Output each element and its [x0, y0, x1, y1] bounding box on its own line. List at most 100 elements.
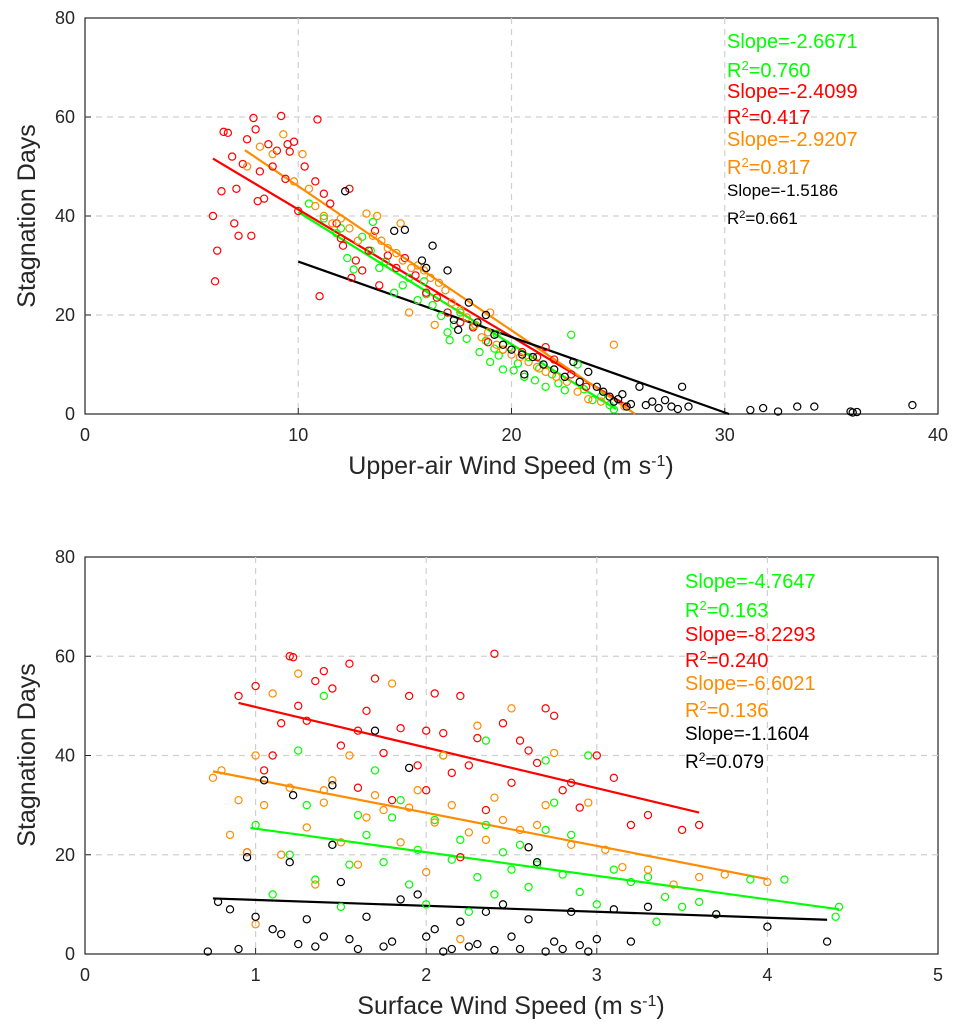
- data-point: [558, 944, 567, 954]
- data-point: [276, 111, 286, 121]
- data-point: [396, 838, 405, 847]
- data-point: [396, 895, 405, 904]
- data-point: [609, 340, 619, 349]
- data-point: [225, 830, 235, 840]
- data-point: [584, 751, 593, 760]
- annotation-r2-black: R2=0.661: [727, 209, 798, 228]
- data-point: [336, 902, 346, 912]
- data-point: [567, 840, 576, 850]
- data-point: [573, 360, 582, 369]
- annotation-r2-orange: R2=0.136: [685, 698, 768, 723]
- data-point: [439, 751, 448, 760]
- data-point: [592, 751, 602, 760]
- data-point: [652, 917, 661, 926]
- data-point: [430, 320, 439, 330]
- data-point: [541, 367, 550, 377]
- fit-line: [250, 826, 840, 911]
- data-point: [456, 835, 465, 845]
- annotation-slope-red: Slope=-2.4099: [727, 81, 858, 103]
- data-point: [428, 300, 437, 310]
- data-point: [473, 939, 482, 949]
- data-point: [490, 793, 499, 802]
- data-point: [473, 733, 482, 743]
- data-point: [447, 800, 456, 810]
- data-point: [468, 323, 478, 332]
- data-point: [462, 334, 471, 343]
- data-point: [481, 310, 491, 320]
- data-point: [549, 937, 559, 946]
- fit-line: [297, 260, 730, 416]
- data-point: [567, 330, 576, 339]
- data-point: [575, 887, 584, 897]
- data-point: [362, 830, 371, 840]
- annotation-r2-green: R2=0.163: [685, 598, 768, 623]
- data-point: [643, 865, 653, 874]
- data-point: [411, 271, 420, 280]
- data-point: [311, 201, 320, 211]
- data-point: [592, 934, 602, 944]
- data-point: [347, 273, 356, 283]
- data-point: [575, 803, 584, 812]
- data-point: [643, 902, 653, 912]
- data-point: [223, 128, 233, 138]
- data-point: [319, 189, 329, 198]
- data-point: [456, 853, 465, 862]
- scatter-points: [208, 111, 917, 417]
- data-point: [677, 382, 687, 391]
- x-tick-label: 20: [501, 425, 521, 445]
- data-point: [763, 877, 772, 887]
- data-point: [430, 924, 439, 934]
- data-point: [358, 266, 367, 275]
- data-point: [268, 751, 277, 760]
- data-point: [483, 338, 493, 347]
- data-point: [810, 402, 819, 411]
- data-point: [419, 277, 429, 286]
- data-point: [234, 944, 243, 954]
- data-point: [447, 855, 456, 864]
- data-point: [541, 756, 550, 765]
- y-tick-label: 40: [55, 746, 75, 766]
- scatter-points: [203, 649, 844, 956]
- fit-line: [238, 701, 700, 814]
- data-point: [413, 261, 422, 270]
- annotation-r2-black: R2=0.079: [685, 750, 764, 773]
- panel-upper-air: 0 10 20 30 40 0 20 40 60 80 Stagnation Days Upper…: [13, 8, 948, 480]
- data-point: [203, 947, 213, 956]
- data-point: [436, 311, 446, 321]
- data-point: [351, 256, 361, 265]
- data-point: [626, 399, 636, 409]
- data-point: [507, 350, 516, 359]
- data-point: [370, 791, 380, 800]
- data-point: [584, 394, 593, 404]
- data-point: [515, 840, 525, 850]
- data-point: [507, 778, 516, 787]
- data-point: [392, 263, 401, 273]
- data-point: [396, 219, 405, 228]
- data-point: [763, 922, 772, 931]
- data-point: [422, 726, 431, 735]
- data-point: [494, 351, 503, 360]
- data-point: [311, 875, 320, 884]
- data-point: [319, 214, 329, 223]
- data-point: [362, 813, 371, 822]
- data-point: [345, 934, 354, 944]
- data-point: [635, 382, 644, 391]
- data-point: [549, 711, 559, 721]
- data-point: [332, 219, 341, 228]
- data-point: [268, 689, 277, 698]
- annotation-slope-green: Slope=-4.7647: [685, 571, 816, 593]
- data-point: [268, 149, 277, 159]
- x-tick-label: 2: [421, 965, 431, 985]
- x-tick-label: 40: [928, 425, 948, 445]
- data-point: [517, 347, 527, 357]
- data-point: [417, 256, 427, 265]
- data-point: [498, 365, 508, 374]
- data-point: [677, 825, 687, 835]
- data-point: [390, 288, 399, 297]
- data-point: [567, 778, 576, 787]
- data-point: [375, 263, 384, 273]
- data-point: [379, 857, 388, 867]
- data-point: [558, 870, 567, 879]
- data-point: [345, 860, 354, 869]
- data-point: [746, 875, 755, 884]
